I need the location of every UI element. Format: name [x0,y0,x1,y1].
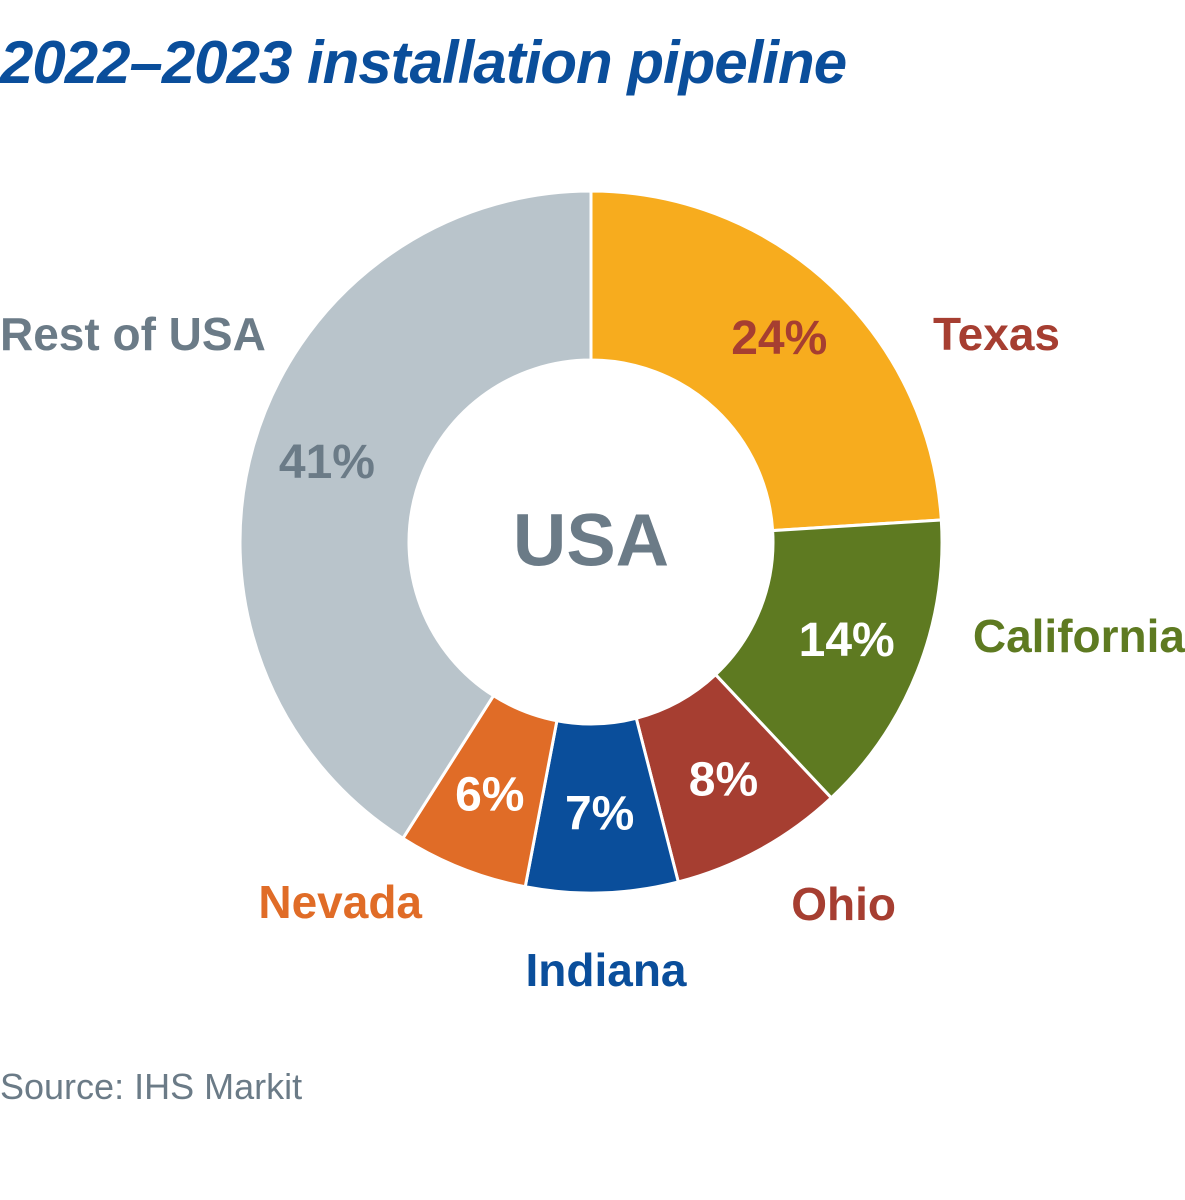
category-label-ohio: Ohio [791,878,896,930]
donut-slices [238,189,944,895]
value-label-indiana: 7% [565,788,634,841]
category-label-indiana: Indiana [525,944,686,996]
category-labels: Texas California Ohio Indiana Nevada Rest of … [0,308,1185,996]
value-label-rest-of-usa: 41% [279,436,375,489]
percentage-labels: 24% 14% 8% 7% 6% 41% [279,312,895,840]
source-note: Source: IHS Markit [0,1066,303,1107]
category-label-nevada: Nevada [258,876,422,928]
category-label-california: California [973,610,1185,662]
value-label-california: 14% [799,614,895,667]
slice-california [713,518,944,800]
chart-title: 2022–2023 installation pipeline [0,29,847,96]
center-label: USA [513,499,669,582]
slice-rest-of-usa [238,189,593,841]
value-label-texas: 24% [731,312,827,365]
value-label-nevada: 6% [455,768,524,821]
value-label-ohio: 8% [689,754,758,807]
category-label-texas: Texas [933,308,1060,360]
slice-texas [589,189,943,533]
category-label-rest-of-usa: Rest of USA [0,308,266,360]
